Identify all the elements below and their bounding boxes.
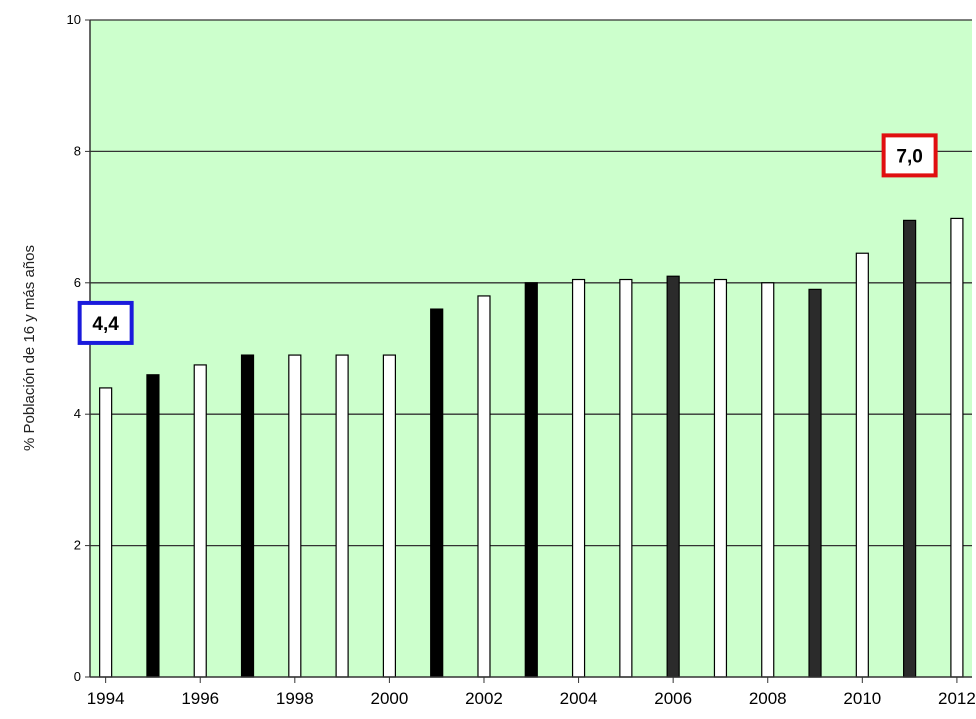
- bar-1999: [335, 354, 349, 678]
- y-axis-ticks: 0 2 4 6 8 10: [67, 12, 90, 684]
- x-tick-label: 1998: [276, 689, 314, 708]
- annotation-box: [881, 133, 938, 178]
- x-tick-label: 1996: [181, 689, 219, 708]
- bar-2005: [619, 278, 633, 678]
- annotations: 4,4 7,0: [77, 133, 938, 345]
- y-axis-label: % Población de 16 y más años: [21, 245, 38, 451]
- y-tick-label: 6: [74, 275, 81, 290]
- y-tick-label: 0: [74, 669, 81, 684]
- x-tick-label: 2000: [370, 689, 408, 708]
- bar-2003: [524, 282, 538, 678]
- bar-2012: [950, 217, 964, 678]
- bar-2006: [666, 275, 680, 678]
- y-tick-label: 2: [74, 538, 81, 553]
- annotation-label: 4,4: [92, 314, 119, 335]
- bar-2008: [761, 282, 775, 678]
- x-tick-label: 2004: [560, 689, 598, 708]
- x-tick-label: 1994: [87, 689, 125, 708]
- bar-1996: [193, 364, 207, 678]
- annotation-label: 7,0: [896, 146, 922, 167]
- x-tick-label: 2010: [843, 689, 881, 708]
- bar-2011: [903, 219, 917, 678]
- bar-1997: [240, 354, 255, 678]
- x-axis-ticks: 1994 1996 1998 2000 2002 2004 2006 2008 2010 2012: [87, 677, 976, 708]
- x-tick-label: 2002: [465, 689, 503, 708]
- bar-2000: [382, 354, 396, 678]
- bar-2001: [430, 308, 444, 678]
- y-tick-label: 8: [74, 143, 81, 158]
- bar-2004: [571, 278, 586, 678]
- bar-2002: [477, 295, 491, 678]
- bar-2009: [808, 288, 822, 678]
- bar-2010: [855, 252, 869, 678]
- bar-2007: [713, 278, 728, 678]
- x-tick-label: 2008: [749, 689, 787, 708]
- y-tick-label: 10: [67, 12, 81, 27]
- x-tick-label: 2006: [654, 689, 692, 708]
- bar-1994: [99, 387, 113, 678]
- x-tick-label: 2012: [938, 689, 976, 708]
- bar-1998: [288, 354, 302, 678]
- y-tick-label: 4: [74, 406, 81, 421]
- annotation-box: [77, 300, 134, 345]
- bar-1995: [146, 374, 160, 678]
